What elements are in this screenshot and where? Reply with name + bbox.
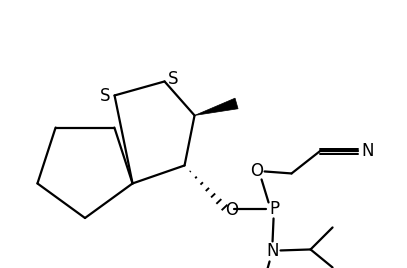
Text: N: N [361, 143, 374, 161]
Text: O: O [225, 202, 238, 219]
Text: S: S [100, 87, 111, 105]
Text: P: P [269, 200, 280, 218]
Text: N: N [266, 243, 279, 260]
Polygon shape [195, 98, 238, 116]
Text: O: O [250, 162, 263, 180]
Text: S: S [168, 70, 179, 88]
